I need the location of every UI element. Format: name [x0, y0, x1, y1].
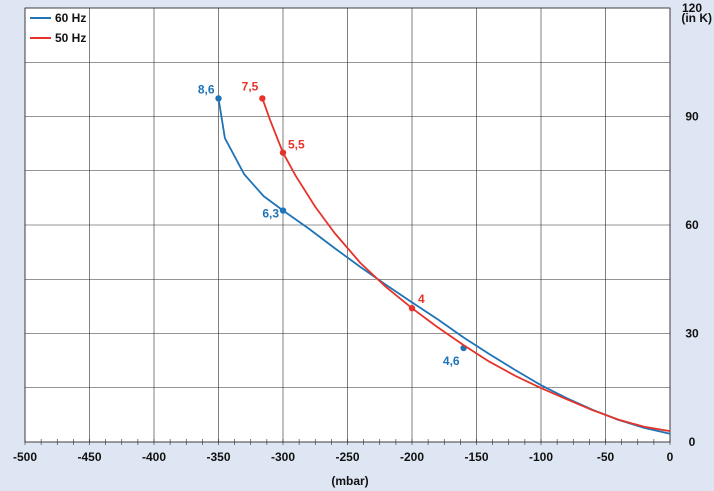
axes: -500 -450 -400 -350 -300 -250 -200 -150 -100 -50 0…	[13, 1, 702, 464]
series-group: 8,6 6,3 4,6 7,5 5,5 4	[198, 79, 671, 435]
data-point	[279, 207, 287, 214]
data-point	[259, 95, 266, 102]
x-tick-label: -50	[597, 450, 615, 464]
legend: 60 Hz 50 Hz	[30, 11, 86, 45]
data-label: 6,3	[262, 207, 279, 221]
data-point	[408, 304, 416, 312]
data-label: 8,6	[198, 82, 215, 96]
data-point	[279, 149, 287, 156]
y-tick-label: 30	[685, 327, 699, 341]
x-tick-label: -350	[206, 450, 230, 464]
data-label: 5,5	[288, 138, 305, 152]
data-label: 7,5	[242, 79, 259, 93]
y-axis-title: (in K)	[681, 11, 712, 25]
x-tick-label: -500	[13, 450, 37, 464]
y-tick-label: 90	[685, 110, 699, 124]
x-tick-label: -450	[77, 450, 101, 464]
x-tick-label: -400	[142, 450, 166, 464]
x-tick-label: -100	[529, 450, 553, 464]
data-label: 4	[418, 292, 425, 306]
y-tick-label: 120	[682, 1, 702, 15]
series-line	[261, 98, 671, 432]
legend-label: 60 Hz	[55, 11, 86, 25]
y-tick-label: 60	[685, 218, 699, 232]
x-axis-title: (mbar)	[331, 474, 368, 488]
x-tick-label: -250	[335, 450, 359, 464]
x-tick-label: -300	[271, 450, 295, 464]
x-tick-label: -150	[464, 450, 488, 464]
legend-label: 50 Hz	[55, 31, 86, 45]
x-tick-label: -200	[400, 450, 424, 464]
data-label: 4,6	[443, 354, 460, 368]
y-tick-label: 0	[689, 435, 696, 449]
plot-frame	[24, 7, 671, 443]
data-point	[215, 95, 222, 102]
x-tick-label: 0	[667, 450, 674, 464]
